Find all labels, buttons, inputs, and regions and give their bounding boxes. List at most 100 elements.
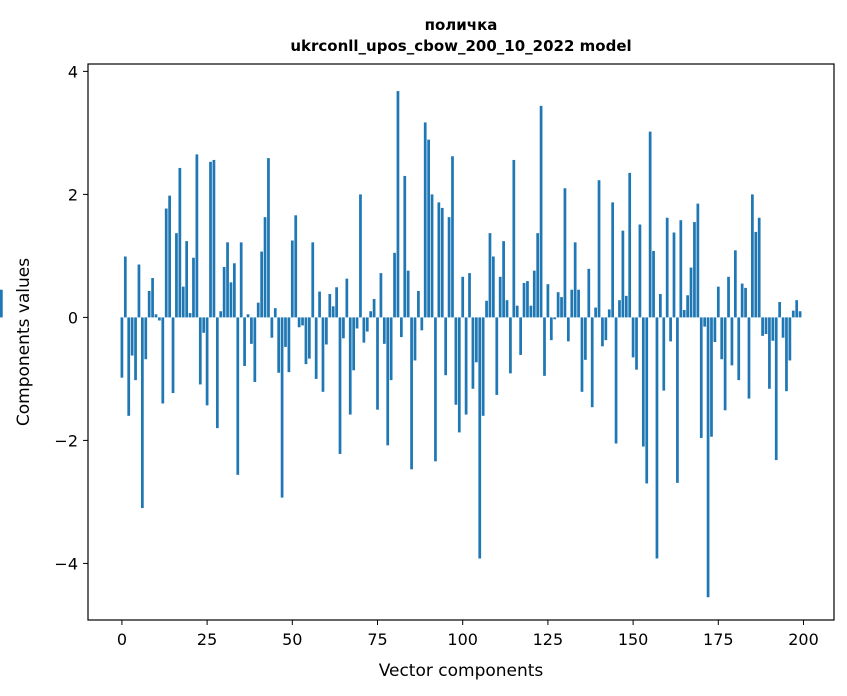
bar: [665, 217, 669, 318]
bar: [328, 294, 332, 318]
bar: [287, 317, 291, 373]
bar: [549, 317, 553, 341]
bar: [420, 317, 424, 331]
bar: [226, 242, 229, 318]
bar: [304, 317, 308, 365]
bar: [130, 317, 134, 356]
bar: [301, 317, 304, 326]
bar: [676, 317, 679, 483]
bar: [580, 317, 584, 392]
bar: [185, 241, 189, 318]
bar: [175, 233, 178, 318]
bar: [733, 250, 737, 318]
bar: [778, 302, 782, 318]
bar: [0, 289, 3, 318]
bar: [267, 158, 270, 318]
x-tick-label: 50: [282, 630, 302, 649]
bar: [290, 240, 294, 318]
bar: [590, 317, 594, 408]
plot-frame: [87, 63, 835, 621]
bar: [209, 161, 212, 318]
bar: [641, 317, 645, 447]
x-tick-label: 200: [788, 630, 819, 649]
bar: [716, 286, 720, 318]
bar: [505, 300, 509, 318]
bar: [147, 290, 151, 318]
bar: [181, 286, 185, 318]
bar: [652, 250, 655, 318]
bar: [529, 305, 533, 318]
bar: [679, 220, 683, 318]
bar: [631, 317, 635, 358]
bar: [621, 230, 625, 318]
bar: [693, 222, 696, 318]
bar: [400, 317, 403, 338]
bar: [710, 317, 713, 437]
y-tick-label: 0: [68, 308, 78, 327]
bar: [478, 317, 482, 559]
x-tick-label: 125: [533, 630, 564, 649]
bar: [440, 207, 444, 318]
y-tick-label: −2: [54, 431, 78, 450]
bar: [219, 311, 223, 318]
bar: [318, 291, 321, 318]
bar: [406, 270, 410, 318]
bar: [607, 309, 611, 318]
bar: [376, 317, 379, 410]
bar: [134, 317, 137, 381]
bar: [256, 302, 260, 318]
bar: [485, 300, 488, 318]
y-tick-label: 4: [68, 62, 78, 81]
y-axis-ticks: −4 −2 0 2 4: [54, 62, 88, 573]
bar: [740, 283, 744, 318]
bar: [539, 105, 543, 318]
bar: [546, 284, 550, 318]
bar: [781, 317, 785, 338]
bar: [151, 278, 154, 318]
bar: [522, 282, 526, 318]
bar: [140, 317, 144, 509]
bar: [379, 273, 383, 318]
bar: [543, 317, 546, 376]
bar: [246, 314, 250, 318]
bar: [519, 317, 523, 355]
bar: [362, 317, 366, 343]
bar: [239, 242, 243, 318]
bar: [307, 317, 311, 359]
y-tick-label: −4: [54, 554, 78, 573]
bar: [417, 290, 420, 318]
x-tick-label: 175: [703, 630, 734, 649]
bar: [403, 175, 407, 318]
bar: [382, 317, 386, 344]
bar: [611, 202, 615, 318]
bar: [563, 188, 567, 318]
bar: [747, 317, 751, 399]
bar: [161, 317, 165, 404]
bar: [635, 317, 638, 370]
bar: [270, 317, 274, 338]
bar: [723, 317, 727, 411]
bar: [229, 282, 233, 318]
bar: [263, 217, 267, 318]
bar: [372, 298, 376, 318]
bar: [727, 276, 730, 318]
bar: [280, 317, 284, 498]
bar: [444, 317, 448, 376]
bar: [410, 317, 413, 470]
x-tick-label: 25: [197, 630, 217, 649]
bar: [795, 300, 799, 318]
bar: [768, 317, 771, 389]
bar: [457, 317, 461, 433]
bar: [311, 242, 315, 318]
bar: [570, 289, 574, 318]
bar: [638, 224, 642, 318]
x-tick-label: 150: [618, 630, 649, 649]
bar: [560, 297, 563, 318]
bar: [321, 317, 325, 392]
bar: [338, 317, 342, 454]
bar: [509, 317, 512, 374]
bar: [699, 317, 703, 438]
bar: [325, 317, 328, 345]
bar: [178, 167, 182, 318]
